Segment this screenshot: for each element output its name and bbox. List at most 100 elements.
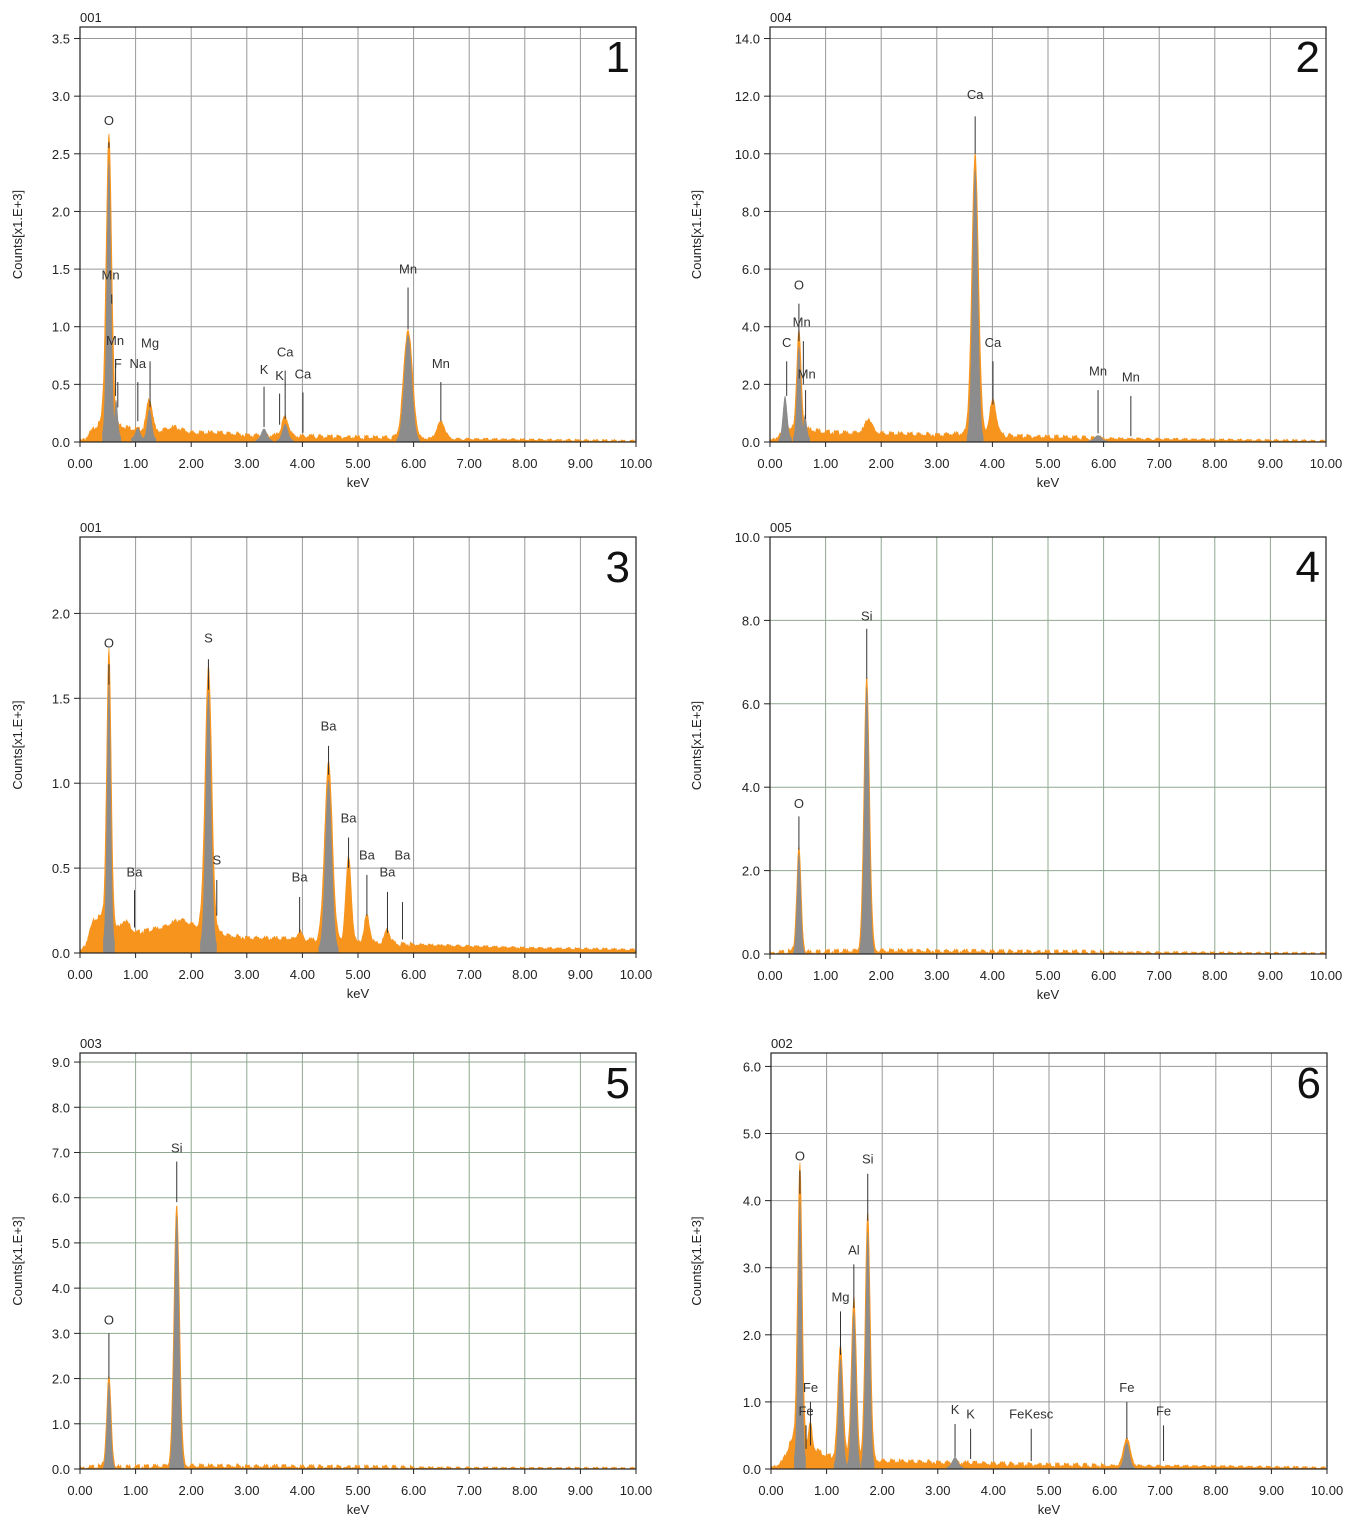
x-tick-label: 9.00 [1258,456,1283,471]
spectrum-area [79,647,637,954]
x-tick-label: 3.00 [234,967,259,982]
peak-area [800,414,811,442]
x-tick-label: 1.00 [123,456,148,471]
x-tick-label: 2.00 [870,1483,895,1498]
y-tick-label: 2.0 [742,864,760,879]
element-label: Mn [1089,364,1107,379]
peak-area [847,1311,861,1469]
x-tick-label: 10.00 [1311,1483,1344,1498]
y-tick-label: 4.0 [742,320,760,335]
element-label: Ba [341,810,358,825]
x-tick-label: 4.00 [981,1483,1006,1498]
y-tick-label: 2.0 [742,377,760,392]
x-tick-label: 0.00 [67,967,92,982]
spectrum-id: 001 [80,520,102,535]
element-label: Ba [359,848,376,863]
y-tick-label: 1.5 [52,262,70,277]
x-tick-label: 5.00 [1035,968,1060,983]
spectrum-chart-2: 0.00 1.00 2.00 3.00 4.00 5.00 6.00 7.00 8.00 9.00… [689,10,1342,490]
x-tick-label: 9.00 [568,1483,593,1498]
x-tick-label: 6.00 [401,967,426,982]
element-label: Al [848,1242,860,1257]
y-tick-label: 5.0 [52,1236,70,1251]
y-tick-label: 12.0 [735,89,760,104]
x-tick-label: 9.00 [1259,1483,1284,1498]
peak-area [103,680,115,953]
x-tick-label: 0.00 [757,968,782,983]
x-tick-label: 4.00 [290,967,315,982]
peak-area [1118,1442,1136,1469]
x-tick-label: 2.00 [869,968,894,983]
peak-area [396,334,420,442]
chart-panel-3: 0.00 1.00 2.00 3.00 4.00 5.00 6.00 7.00 8.00 9.00… [0,505,679,1015]
x-tick-label: 6.00 [1091,968,1116,983]
x-tick-label: 0.00 [67,456,92,471]
x-tick-label: 4.00 [290,456,315,471]
spectrum-area [769,677,1326,956]
y-tick-label: 0.0 [52,435,70,450]
x-tick-label: 7.00 [1148,1483,1173,1498]
chart-panel-6: 0.00 1.00 2.00 3.00 4.00 5.00 6.00 7.00 8.00 9.00… [679,1015,1359,1516]
x-tick-label: 4.00 [980,456,1005,471]
peak-area [111,399,122,442]
x-tick-label: 5.00 [345,456,370,471]
x-tick-label: 7.00 [457,456,482,471]
chart-panel-4: 0.00 1.00 2.00 3.00 4.00 5.00 6.00 7.00 8.00 9.00… [679,505,1359,1015]
element-label: Mg [831,1289,849,1304]
element-label: O [794,277,804,292]
peak-area [793,345,805,442]
y-tick-label: 0.0 [742,435,760,450]
y-axis-label: Counts[x1.E+3] [10,1216,25,1305]
chart-panel-1: 0.00 1.00 2.00 3.00 4.00 5.00 6.00 7.00 8.00 9.00… [0,0,679,505]
element-label: K [275,368,284,383]
peak-area [966,168,984,442]
peak-area [859,686,875,954]
y-tick-label: 8.0 [742,204,760,219]
x-tick-label: 3.00 [925,1483,950,1498]
x-tick-label: 8.00 [1202,968,1227,983]
element-label: FeKesc [1009,1407,1054,1422]
element-label: Fe [1156,1403,1171,1418]
element-label: S [204,630,213,645]
x-tick-label: 0.00 [758,1483,783,1498]
element-label: Si [171,1140,183,1155]
x-tick-label: 7.00 [457,1483,482,1498]
x-tick-label: 7.00 [457,967,482,982]
element-label: C [782,335,791,350]
y-tick-label: 6.0 [743,1059,761,1074]
x-tick-label: 1.00 [123,967,148,982]
element-label: S [212,853,221,868]
peak-area [103,1382,115,1469]
peak-area [793,853,805,954]
y-tick-label: 1.0 [743,1395,761,1410]
y-tick-label: 9.0 [52,1055,70,1070]
y-tick-label: 6.0 [52,1191,70,1206]
y-tick-label: 14.0 [735,32,760,47]
element-label: Ba [127,865,144,880]
element-label: Ca [277,345,294,360]
x-axis-label: keV [1038,1502,1061,1516]
x-tick-label: 5.00 [1035,456,1060,471]
element-label: Ba [321,719,338,734]
peak-area [833,1358,848,1469]
spectrum-area [769,152,1327,443]
spectrum-id: 002 [771,1036,793,1051]
element-label: Ba [395,848,412,863]
x-tick-label: 2.00 [869,456,894,471]
x-axis-label: keV [347,986,370,1001]
peak-area [255,428,273,442]
element-label: Ba [380,865,397,880]
x-tick-label: 1.00 [814,1483,839,1498]
peak-area [200,691,217,953]
x-tick-label: 3.00 [234,456,259,471]
element-label: Mn [1122,369,1140,384]
element-label: Si [862,1152,874,1167]
y-tick-label: 8.0 [742,613,760,628]
spectrum-id: 001 [80,10,102,25]
y-tick-label: 1.0 [52,320,70,335]
element-label: K [951,1402,960,1417]
y-axis-label: Counts[x1.E+3] [689,190,704,279]
y-axis-label: Counts[x1.E+3] [10,190,25,279]
element-label: Fe [1119,1380,1134,1395]
x-tick-label: 10.00 [620,1483,653,1498]
